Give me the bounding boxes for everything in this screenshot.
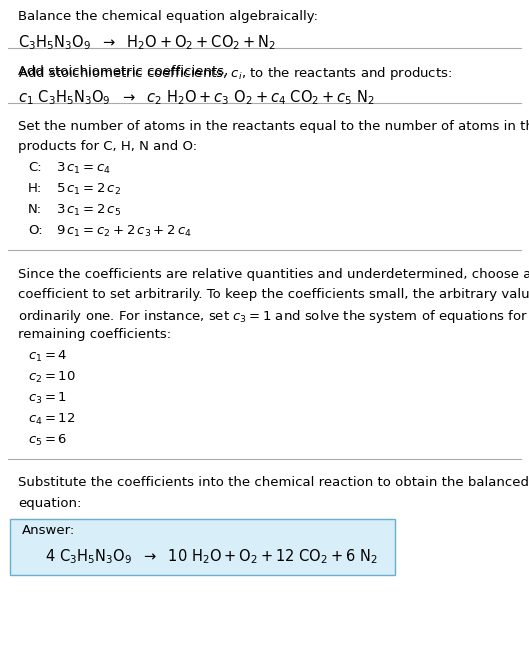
Text: $3\,c_1 = c_4$: $3\,c_1 = c_4$: [56, 161, 111, 176]
Text: $c_2 = 10$: $c_2 = 10$: [28, 370, 76, 385]
Text: equation:: equation:: [18, 497, 81, 510]
Text: coefficient to set arbitrarily. To keep the coefficients small, the arbitrary va: coefficient to set arbitrarily. To keep …: [18, 288, 529, 301]
Text: O:: O:: [28, 224, 43, 237]
Text: $9\,c_1 = c_2 + 2\,c_3 + 2\,c_4$: $9\,c_1 = c_2 + 2\,c_3 + 2\,c_4$: [56, 224, 192, 239]
Text: $\mathrm{C_3H_5N_3O_9}$  $\rightarrow$  $\mathrm{H_2O + O_2 + CO_2 + N_2}$: $\mathrm{C_3H_5N_3O_9}$ $\rightarrow$ $\…: [18, 34, 276, 52]
Text: C:: C:: [28, 161, 42, 174]
Text: Add stoichiometric coefficients, $c_i$, to the reactants and products:: Add stoichiometric coefficients, $c_i$, …: [18, 65, 452, 82]
Text: $c_5 = 6$: $c_5 = 6$: [28, 432, 67, 448]
Text: products for C, H, N and O:: products for C, H, N and O:: [18, 140, 197, 153]
Text: $c_4 = 12$: $c_4 = 12$: [28, 411, 75, 427]
Text: remaining coefficients:: remaining coefficients:: [18, 328, 171, 341]
Text: $c_1\ \mathrm{C_3H_5N_3O_9}$  $\rightarrow$  $c_2\ \mathrm{H_2O} + c_3\ \mathrm{: $c_1\ \mathrm{C_3H_5N_3O_9}$ $\rightarro…: [18, 89, 375, 107]
Text: Substitute the coefficients into the chemical reaction to obtain the balanced: Substitute the coefficients into the che…: [18, 476, 529, 490]
Text: $c_1 = 4$: $c_1 = 4$: [28, 349, 67, 364]
Text: Balance the chemical equation algebraically:: Balance the chemical equation algebraica…: [18, 10, 318, 23]
Text: $3\,c_1 = 2\,c_5$: $3\,c_1 = 2\,c_5$: [56, 203, 121, 218]
Text: Add stoichiometric coefficients,: Add stoichiometric coefficients,: [18, 65, 233, 78]
Text: N:: N:: [28, 203, 42, 215]
Text: $c_3 = 1$: $c_3 = 1$: [28, 391, 67, 406]
Text: $4\ \mathrm{C_3H_5N_3O_9}$  $\rightarrow$  $10\ \mathrm{H_2O} + \mathrm{O_2} + 1: $4\ \mathrm{C_3H_5N_3O_9}$ $\rightarrow$…: [45, 547, 378, 565]
Text: H:: H:: [28, 182, 42, 195]
FancyBboxPatch shape: [10, 519, 395, 575]
Text: Set the number of atoms in the reactants equal to the number of atoms in the: Set the number of atoms in the reactants…: [18, 120, 529, 133]
Text: ordinarily one. For instance, set $c_3 = 1$ and solve the system of equations fo: ordinarily one. For instance, set $c_3 =…: [18, 308, 529, 325]
Text: Answer:: Answer:: [22, 524, 75, 537]
Text: Since the coefficients are relative quantities and underdetermined, choose a: Since the coefficients are relative quan…: [18, 268, 529, 281]
Text: $5\,c_1 = 2\,c_2$: $5\,c_1 = 2\,c_2$: [56, 182, 121, 197]
